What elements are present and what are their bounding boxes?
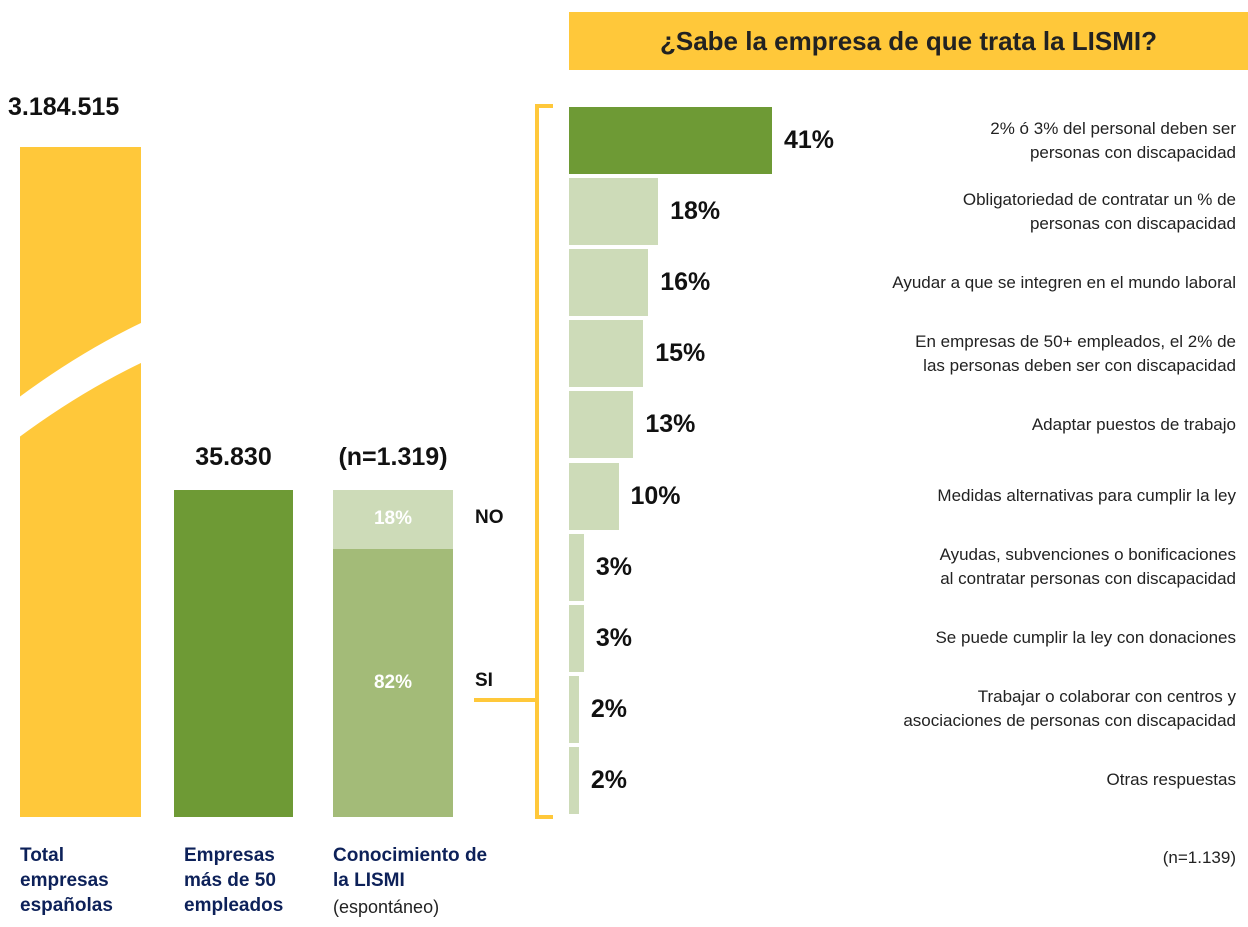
segment-name: NO [475, 507, 504, 528]
category-label: Ayudar a que se integren en el mundo lab… [892, 272, 1236, 292]
segment-name: SI [475, 670, 493, 691]
category-label: Otras respuestas [1106, 770, 1236, 790]
bar-value-label: 16% [660, 268, 711, 297]
category-label: 2% ó 3% del personal deben ser personas … [990, 118, 1236, 162]
stack-name: Conocimiento de la LISMI [333, 845, 488, 891]
bar [569, 391, 634, 459]
bar [569, 462, 619, 530]
bar-value-label: 10% [630, 481, 681, 510]
category-label: Se puede cumplir la ley con donaciones [935, 628, 1236, 648]
bar-value-label: 2% [590, 694, 628, 723]
segment-label: 18% [373, 508, 413, 530]
column-name: Total empresas españolas [20, 845, 113, 916]
column [20, 147, 141, 817]
category-label: Adaptar puestos de trabajo [1031, 414, 1236, 434]
bar [569, 178, 659, 246]
stack-subtitle: (espontáneo) [333, 897, 440, 917]
bar-value-label: 3% [595, 623, 632, 652]
bar [569, 320, 644, 388]
bar [569, 604, 584, 672]
category-label: Ayudas, subvenciones o bonificaciones al… [939, 545, 1236, 589]
stack-segment: 82% [333, 548, 453, 817]
column-name: Empresas más de 50 empleados [184, 845, 284, 916]
bar [569, 746, 579, 814]
bar [569, 675, 579, 743]
column [174, 490, 293, 817]
segment-label: 82% [373, 671, 413, 693]
bar-value-label: 13% [645, 410, 696, 439]
stack-segment: 18% [333, 490, 453, 549]
column-value-label: 3.184.515 [8, 93, 120, 121]
bracket [535, 104, 553, 819]
bar-value-label: 15% [655, 339, 706, 368]
sample-note: (n=1.139) [1162, 848, 1236, 867]
bar [569, 533, 584, 601]
bar-value-label: 2% [590, 765, 628, 794]
category-label: Medidas alternativas para cumplir la ley [937, 486, 1236, 505]
bar-value-label: 3% [595, 552, 632, 581]
category-label: Obligatoriedad de contratar un % de pers… [962, 189, 1236, 233]
bar-value-label: 18% [670, 197, 721, 226]
bar [569, 107, 772, 174]
stack-sample: (n=1.319) [338, 443, 448, 471]
chart-title: ¿Sabe la empresa de que trata la LISMI? [569, 12, 1248, 70]
bar [569, 249, 649, 317]
category-label: En empresas de 50+ empleados, el 2% de l… [915, 331, 1236, 375]
category-label: Trabajar o colaborar con centros y asoci… [903, 687, 1236, 731]
column-value-label: 35.830 [195, 443, 272, 471]
bar-value-label: 41% [783, 126, 834, 154]
